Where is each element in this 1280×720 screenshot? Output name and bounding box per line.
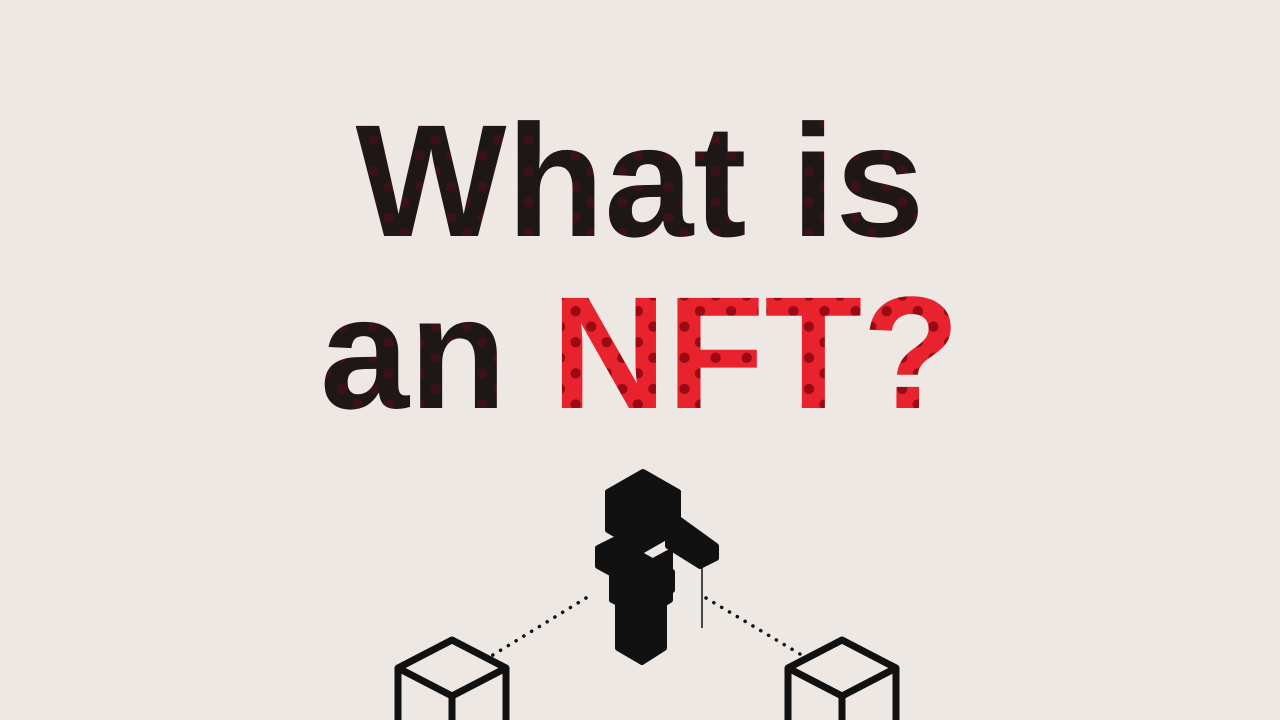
right-dotted-connector xyxy=(704,596,812,662)
title-highlight-nft: NFT? xyxy=(551,263,960,442)
blocky-person-figure xyxy=(595,469,719,665)
figure-right-leg xyxy=(639,597,667,665)
figure-crossed-arm xyxy=(595,537,675,601)
title-line-2: an NFT? xyxy=(320,263,960,442)
title-line-1: What is xyxy=(356,91,925,270)
left-cube xyxy=(394,636,510,720)
right-cube xyxy=(784,636,900,720)
title-line-2-prefix: an xyxy=(320,263,551,442)
figure-pointing-hand xyxy=(683,541,717,563)
left-dotted-connector xyxy=(486,596,588,660)
